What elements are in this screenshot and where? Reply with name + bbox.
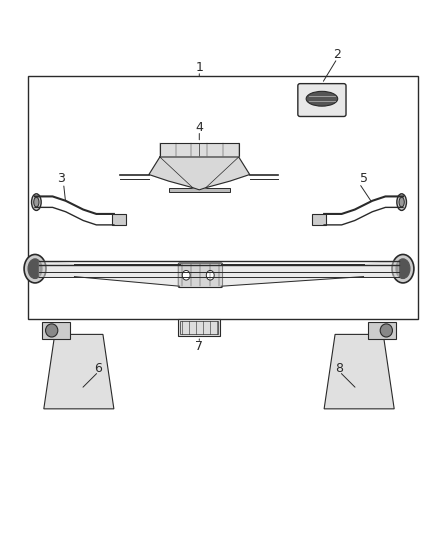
Ellipse shape: [182, 270, 190, 280]
Text: 2: 2: [333, 49, 341, 61]
Ellipse shape: [46, 324, 58, 337]
Text: 4: 4: [195, 120, 203, 134]
Bar: [312, 214, 326, 225]
Ellipse shape: [397, 194, 406, 211]
Text: 1: 1: [195, 61, 203, 74]
FancyBboxPatch shape: [178, 263, 223, 287]
Polygon shape: [324, 334, 394, 409]
Ellipse shape: [380, 324, 392, 337]
Ellipse shape: [392, 254, 414, 283]
Bar: [368, 322, 396, 339]
Bar: [179, 319, 220, 336]
Ellipse shape: [396, 259, 410, 279]
Bar: [112, 214, 126, 225]
Text: 3: 3: [57, 172, 65, 185]
Text: 5: 5: [360, 172, 367, 185]
Ellipse shape: [28, 259, 42, 279]
FancyBboxPatch shape: [298, 84, 346, 117]
Polygon shape: [39, 261, 180, 286]
Polygon shape: [44, 334, 114, 409]
Polygon shape: [221, 261, 399, 286]
Bar: [160, 143, 239, 157]
Bar: [169, 188, 230, 192]
Ellipse shape: [306, 91, 338, 106]
Ellipse shape: [34, 197, 39, 207]
Ellipse shape: [32, 194, 41, 211]
Ellipse shape: [399, 197, 404, 207]
Ellipse shape: [24, 254, 46, 283]
Text: 8: 8: [336, 361, 343, 375]
Text: 6: 6: [95, 361, 102, 375]
Text: 7: 7: [195, 340, 203, 353]
Bar: [42, 322, 70, 339]
Bar: [28, 76, 418, 319]
Ellipse shape: [206, 270, 214, 280]
Bar: [180, 321, 218, 334]
Polygon shape: [149, 157, 250, 190]
